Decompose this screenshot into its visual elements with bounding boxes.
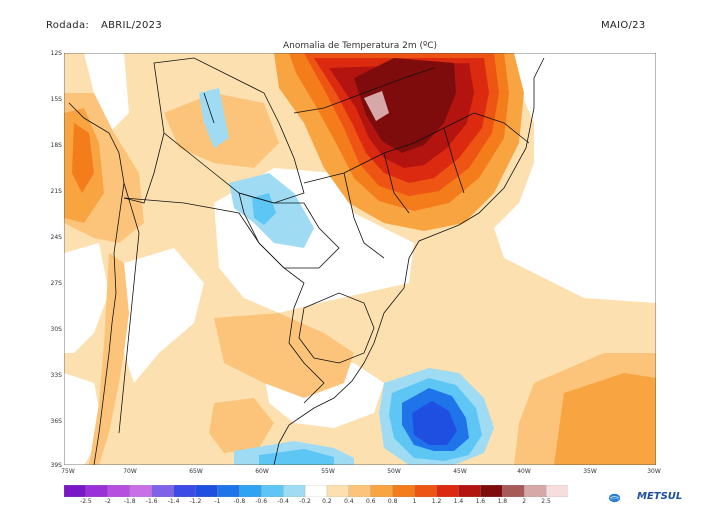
colorbar-tick-label: 0.2 (322, 498, 332, 505)
anomaly-map (64, 53, 656, 465)
colorbar-swatch (261, 485, 284, 497)
metsul-logo: METSUL (637, 491, 683, 502)
colorbar-tick-label: -2.5 (80, 498, 92, 505)
colorbar-tick-label: -1.6 (145, 498, 158, 505)
lon-label-45w: 45W (453, 468, 467, 475)
colorbar-swatch (173, 485, 196, 497)
colorbar-tick-label: -1 (214, 498, 221, 505)
lon-label-50w: 50W (387, 468, 401, 475)
warm-anomaly-argentina (214, 313, 354, 398)
colorbar-swatch (392, 485, 416, 497)
colorbar-tick-label: 1.8 (497, 498, 508, 505)
colorbar-swatch (85, 485, 109, 497)
cold-anomaly-bolivia (199, 88, 229, 148)
lon-label-65w: 65W (189, 468, 203, 475)
warm-anomaly-andes-south (89, 253, 129, 465)
lat-label-12s: 12S (50, 50, 62, 57)
coastline-west (68, 102, 125, 465)
colorbar-swatch (502, 485, 525, 497)
cold-anomaly-core (412, 401, 457, 445)
colorbar-swatch (545, 485, 568, 497)
border-bolivia (153, 57, 305, 204)
lat-label-30s: 30S (50, 326, 62, 333)
lon-label-35w: 35W (583, 468, 597, 475)
colorbar-swatch (524, 485, 547, 497)
colorbar-swatch (480, 485, 503, 497)
colorbar-swatch (370, 485, 394, 497)
colorbar-tick-label: 1 (412, 498, 417, 505)
colorbar-swatch (129, 485, 153, 497)
colorbar-swatch (282, 485, 306, 497)
run-date: ABRIL/2023 (101, 20, 162, 31)
lon-label-40w: 40W (517, 468, 531, 475)
colorbar-swatch (458, 485, 481, 497)
colorbar-swatch (326, 485, 350, 497)
lon-label-60w: 60W (255, 468, 269, 475)
colorbar-tick-label: -0.8 (233, 498, 246, 505)
border-chile (118, 182, 140, 434)
colorbar-tick-label: 2 (522, 498, 527, 505)
lat-label-39s: 39S (50, 462, 62, 469)
neutral-region-pacific (64, 243, 109, 353)
run-label: Rodada: (46, 20, 90, 31)
warm-anomaly-patagonia (209, 398, 274, 453)
lat-label-18s: 18S (50, 142, 62, 149)
lat-label-15s: 15S (50, 96, 62, 103)
colorbar-tick-label: -0.2 (299, 498, 311, 505)
colorbar-swatch (151, 485, 175, 497)
forecast-month: MAIO/23 (601, 20, 646, 31)
border-argentina (123, 197, 325, 404)
colorbar-tick-label: -1.8 (123, 498, 136, 505)
border-uruguay (298, 292, 375, 364)
colorbar-swatch (107, 485, 131, 497)
lat-label-33s: 33S (50, 372, 62, 379)
colorbar-tick-label: -0.6 (255, 498, 268, 505)
colorbar-tick-label: -1.2 (189, 498, 202, 505)
coastline-east (273, 57, 545, 465)
colorbar-tick-label: 1.6 (475, 498, 486, 505)
colorbar-tick-label: 0.8 (387, 498, 398, 505)
colorbar-swatch (217, 485, 240, 497)
colorbar-swatch (414, 485, 437, 497)
lon-label-75w: 75W (61, 468, 75, 475)
lon-label-55w: 55W (321, 468, 335, 475)
neutral-region-south-west (124, 248, 204, 383)
colorbar-tick-label: -2 (104, 498, 111, 505)
colorbar-tick-label: 0.6 (366, 498, 376, 505)
colorbar-swatch (436, 485, 459, 497)
colorbar-swatch (195, 485, 218, 497)
lat-label-36s: 36S (50, 418, 62, 425)
neutral-region-east (494, 53, 656, 303)
neutral-region-andes (84, 53, 129, 133)
colorbar-tick-label: 0.4 (344, 498, 354, 505)
lon-label-70w: 70W (123, 468, 137, 475)
map-title: Anomalia de Temperatura 2m (ºC) (282, 41, 438, 51)
lat-label-24s: 24S (50, 234, 62, 241)
colorbar-swatch (64, 485, 87, 497)
lat-label-21s: 21S (50, 188, 62, 195)
colorbar-tick-label: -1.4 (167, 498, 180, 505)
colorbar-tick-label: 1.2 (431, 498, 442, 505)
colorbar-tick-label: 1.4 (453, 498, 464, 505)
colorbar-swatch (304, 485, 328, 497)
colorbar-tick-label: -0.4 (277, 498, 289, 505)
lon-label-30w: 30W (647, 468, 661, 475)
colorbar (64, 485, 568, 497)
border-brazil-states (293, 67, 530, 259)
colorbar-swatch (348, 485, 372, 497)
colorbar-swatch (239, 485, 262, 497)
heat-anomaly-core (354, 58, 456, 153)
globe-logo-icon (608, 493, 621, 503)
border-paraguay (238, 192, 340, 269)
lat-label-27s: 27S (50, 280, 62, 287)
colorbar-tick-label: 2.5 (541, 498, 551, 505)
